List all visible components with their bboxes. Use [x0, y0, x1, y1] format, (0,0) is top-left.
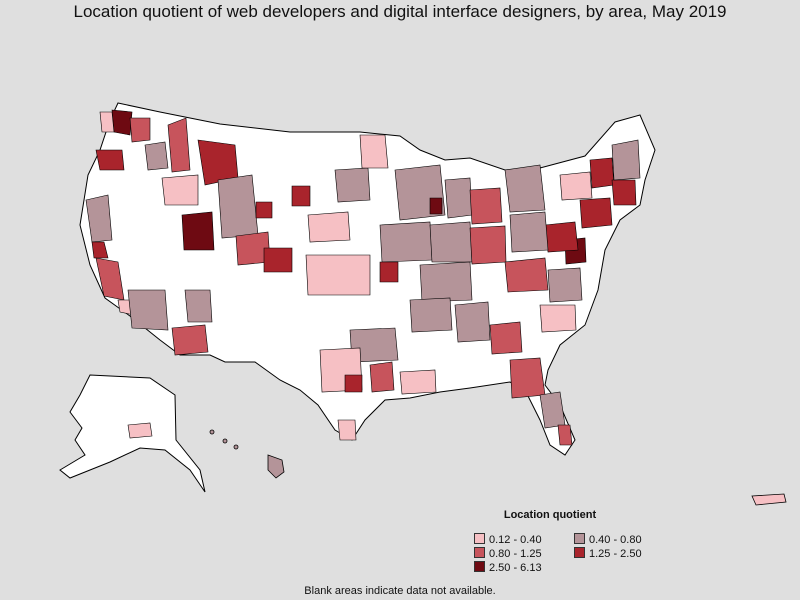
legend-item: 0.12 - 0.40: [474, 533, 542, 546]
alaska-area: [127, 422, 153, 439]
legend-title: Location quotient: [503, 509, 597, 521]
legend-item: 0.40 - 0.80: [574, 533, 642, 546]
puerto-rico: [751, 493, 787, 506]
legend-label: 1.25 - 2.50: [589, 548, 642, 560]
footnote: Blank areas indicate data not available.: [304, 585, 496, 597]
legend-item: 1.25 - 2.50: [574, 547, 642, 560]
legend-swatch: [574, 533, 585, 544]
legend-item: 2.50 - 6.13: [474, 561, 542, 574]
legend: Location quotient 0.12 - 0.40 0.40 - 0.8…: [470, 506, 670, 578]
legend-label: 0.80 - 1.25: [489, 548, 542, 560]
legend-item: 0.80 - 1.25: [474, 547, 542, 560]
hawaii: [209, 429, 285, 479]
legend-label: 2.50 - 6.13: [489, 562, 542, 574]
map-title: Location quotient of web developers and …: [73, 2, 727, 21]
legend-swatch: [474, 547, 485, 558]
legend-swatch: [474, 533, 485, 544]
legend-swatch: [474, 561, 485, 572]
area-regions: [85, 109, 641, 446]
legend-swatch: [574, 547, 585, 558]
legend-label: 0.40 - 0.80: [589, 534, 642, 546]
legend-label: 0.12 - 0.40: [489, 534, 542, 546]
